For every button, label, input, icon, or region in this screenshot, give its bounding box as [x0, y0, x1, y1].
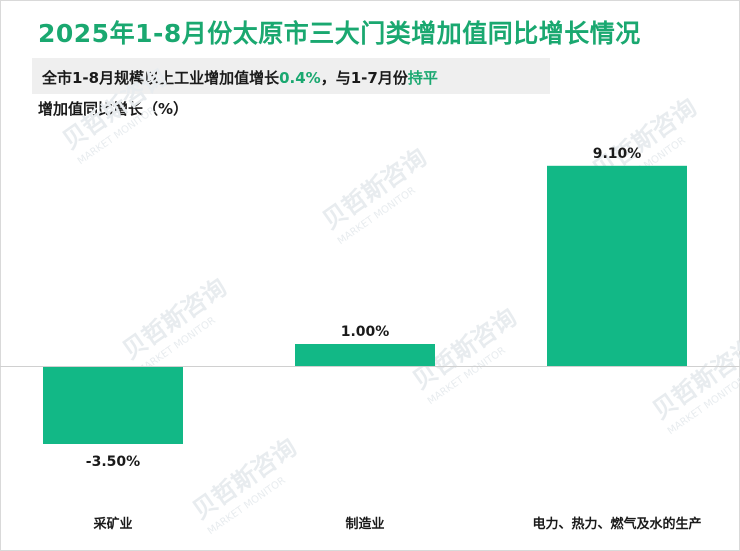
- subtitle-prefix: 全市1-8月规模以上工业增加值增长: [42, 69, 280, 87]
- subtitle-middle: ，与1-7月份: [320, 69, 408, 87]
- subtitle-box: 全市1-8月规模以上工业增加值增长0.4%，与1-7月份持平: [32, 58, 550, 94]
- category-label-2: 制造业: [345, 516, 384, 532]
- data-label-3: 9.10%: [593, 146, 642, 162]
- category-label-1: 采矿业: [92, 516, 132, 532]
- subtitle-value: 0.4%: [279, 69, 321, 87]
- subtitle-status: 持平: [407, 69, 438, 87]
- category-labels-group: 采矿业 制造业 电力、热力、燃气及水的生产: [92, 516, 701, 532]
- category-label-3: 电力、热力、燃气及水的生产: [532, 516, 701, 532]
- chart-title: 2025年1-8月份太原市三大门类增加值同比增长情况: [38, 19, 641, 48]
- subtitle: 全市1-8月规模以上工业增加值增长0.4%，与1-7月份持平: [42, 67, 438, 88]
- bars-group: [43, 165, 687, 444]
- data-labels-group: -3.50% 1.00% 9.10%: [86, 146, 641, 470]
- data-label-2: 1.00%: [341, 324, 390, 340]
- data-label-1: -3.50%: [86, 454, 140, 470]
- bar-1: [43, 367, 183, 444]
- bar-3: [547, 165, 687, 366]
- y-axis-label: 增加值同比增长（%）: [38, 100, 189, 118]
- bar-2: [295, 344, 435, 366]
